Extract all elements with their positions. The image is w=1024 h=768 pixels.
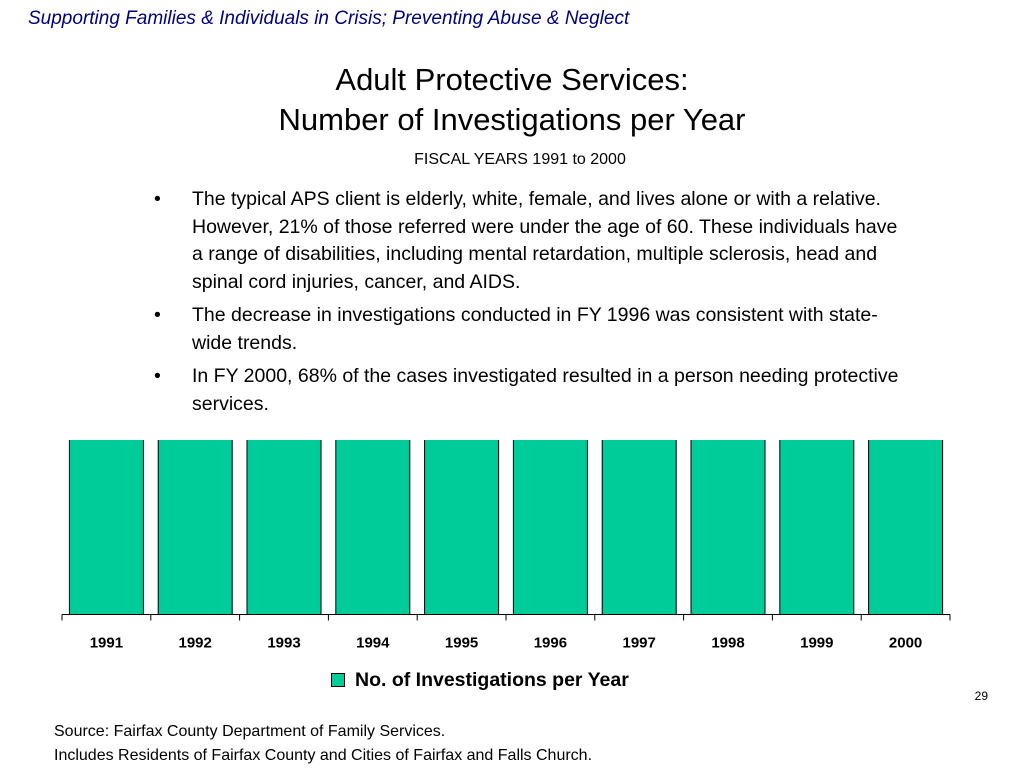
bar-2000: [868, 440, 944, 615]
bullet-dot: •: [154, 365, 161, 387]
slide-header: Supporting Families & Individuals in Cri…: [28, 8, 630, 29]
x-tick-label-2000: 2000: [889, 635, 922, 652]
x-tick-label-1992: 1992: [179, 635, 212, 652]
bar-1999: [779, 440, 855, 616]
bullet-dot: •: [154, 304, 161, 326]
footer-source: Source: Fairfax County Department of Fam…: [54, 723, 446, 740]
bar-1997: [601, 440, 677, 616]
bar-1993: [246, 440, 322, 616]
chart-legend: No. of Investigations per Year: [331, 667, 629, 693]
bullet-list: • The typical APS client is elderly, whi…: [152, 186, 912, 424]
bullet-text: In FY 2000, 68% of the cases investigate…: [192, 365, 899, 415]
bullet-item: • The typical APS client is elderly, whi…: [152, 186, 912, 296]
bar-1998: [690, 440, 766, 616]
x-tick-label-1998: 1998: [711, 635, 744, 652]
bullet-dot: •: [154, 188, 161, 210]
footer-note: Includes Residents of Fairfax County and…: [54, 747, 593, 764]
bullet-item: • In FY 2000, 68% of the cases investiga…: [152, 363, 912, 418]
bar-1996: [512, 440, 588, 615]
bar-1992: [157, 440, 233, 615]
bullet-text: The decrease in investigations conducted…: [192, 304, 878, 354]
bar-chart: 5541991589199263019935901994698199553619…: [61, 440, 951, 652]
legend-swatch: [331, 673, 345, 687]
title-line-1: Adult Protective Services:: [335, 62, 689, 97]
x-tick-label-1995: 1995: [445, 635, 478, 652]
slide-title: Adult Protective Services: Number of Inv…: [0, 60, 1024, 140]
slide-footer: Source: Fairfax County Department of Fam…: [54, 720, 592, 768]
slide-subtitle: FISCAL YEARS 1991 to 2000: [414, 151, 626, 168]
bullet-item: • The decrease in investigations conduct…: [152, 302, 912, 357]
page-number: 29: [974, 689, 988, 703]
x-tick-label-1994: 1994: [356, 635, 390, 652]
legend-label: No. of Investigations per Year: [355, 668, 629, 691]
bullet-text: The typical APS client is elderly, white…: [192, 188, 898, 293]
x-tick-label-1993: 1993: [267, 635, 300, 652]
x-tick-label-1996: 1996: [534, 635, 567, 652]
bar-1995: [424, 440, 500, 615]
bar-1991: [68, 440, 144, 615]
title-line-2: Number of Investigations per Year: [278, 102, 746, 137]
x-tick-label-1991: 1991: [90, 635, 123, 652]
x-tick-label-1999: 1999: [800, 635, 833, 652]
x-tick-label-1997: 1997: [623, 635, 656, 652]
bar-1994: [335, 440, 411, 615]
